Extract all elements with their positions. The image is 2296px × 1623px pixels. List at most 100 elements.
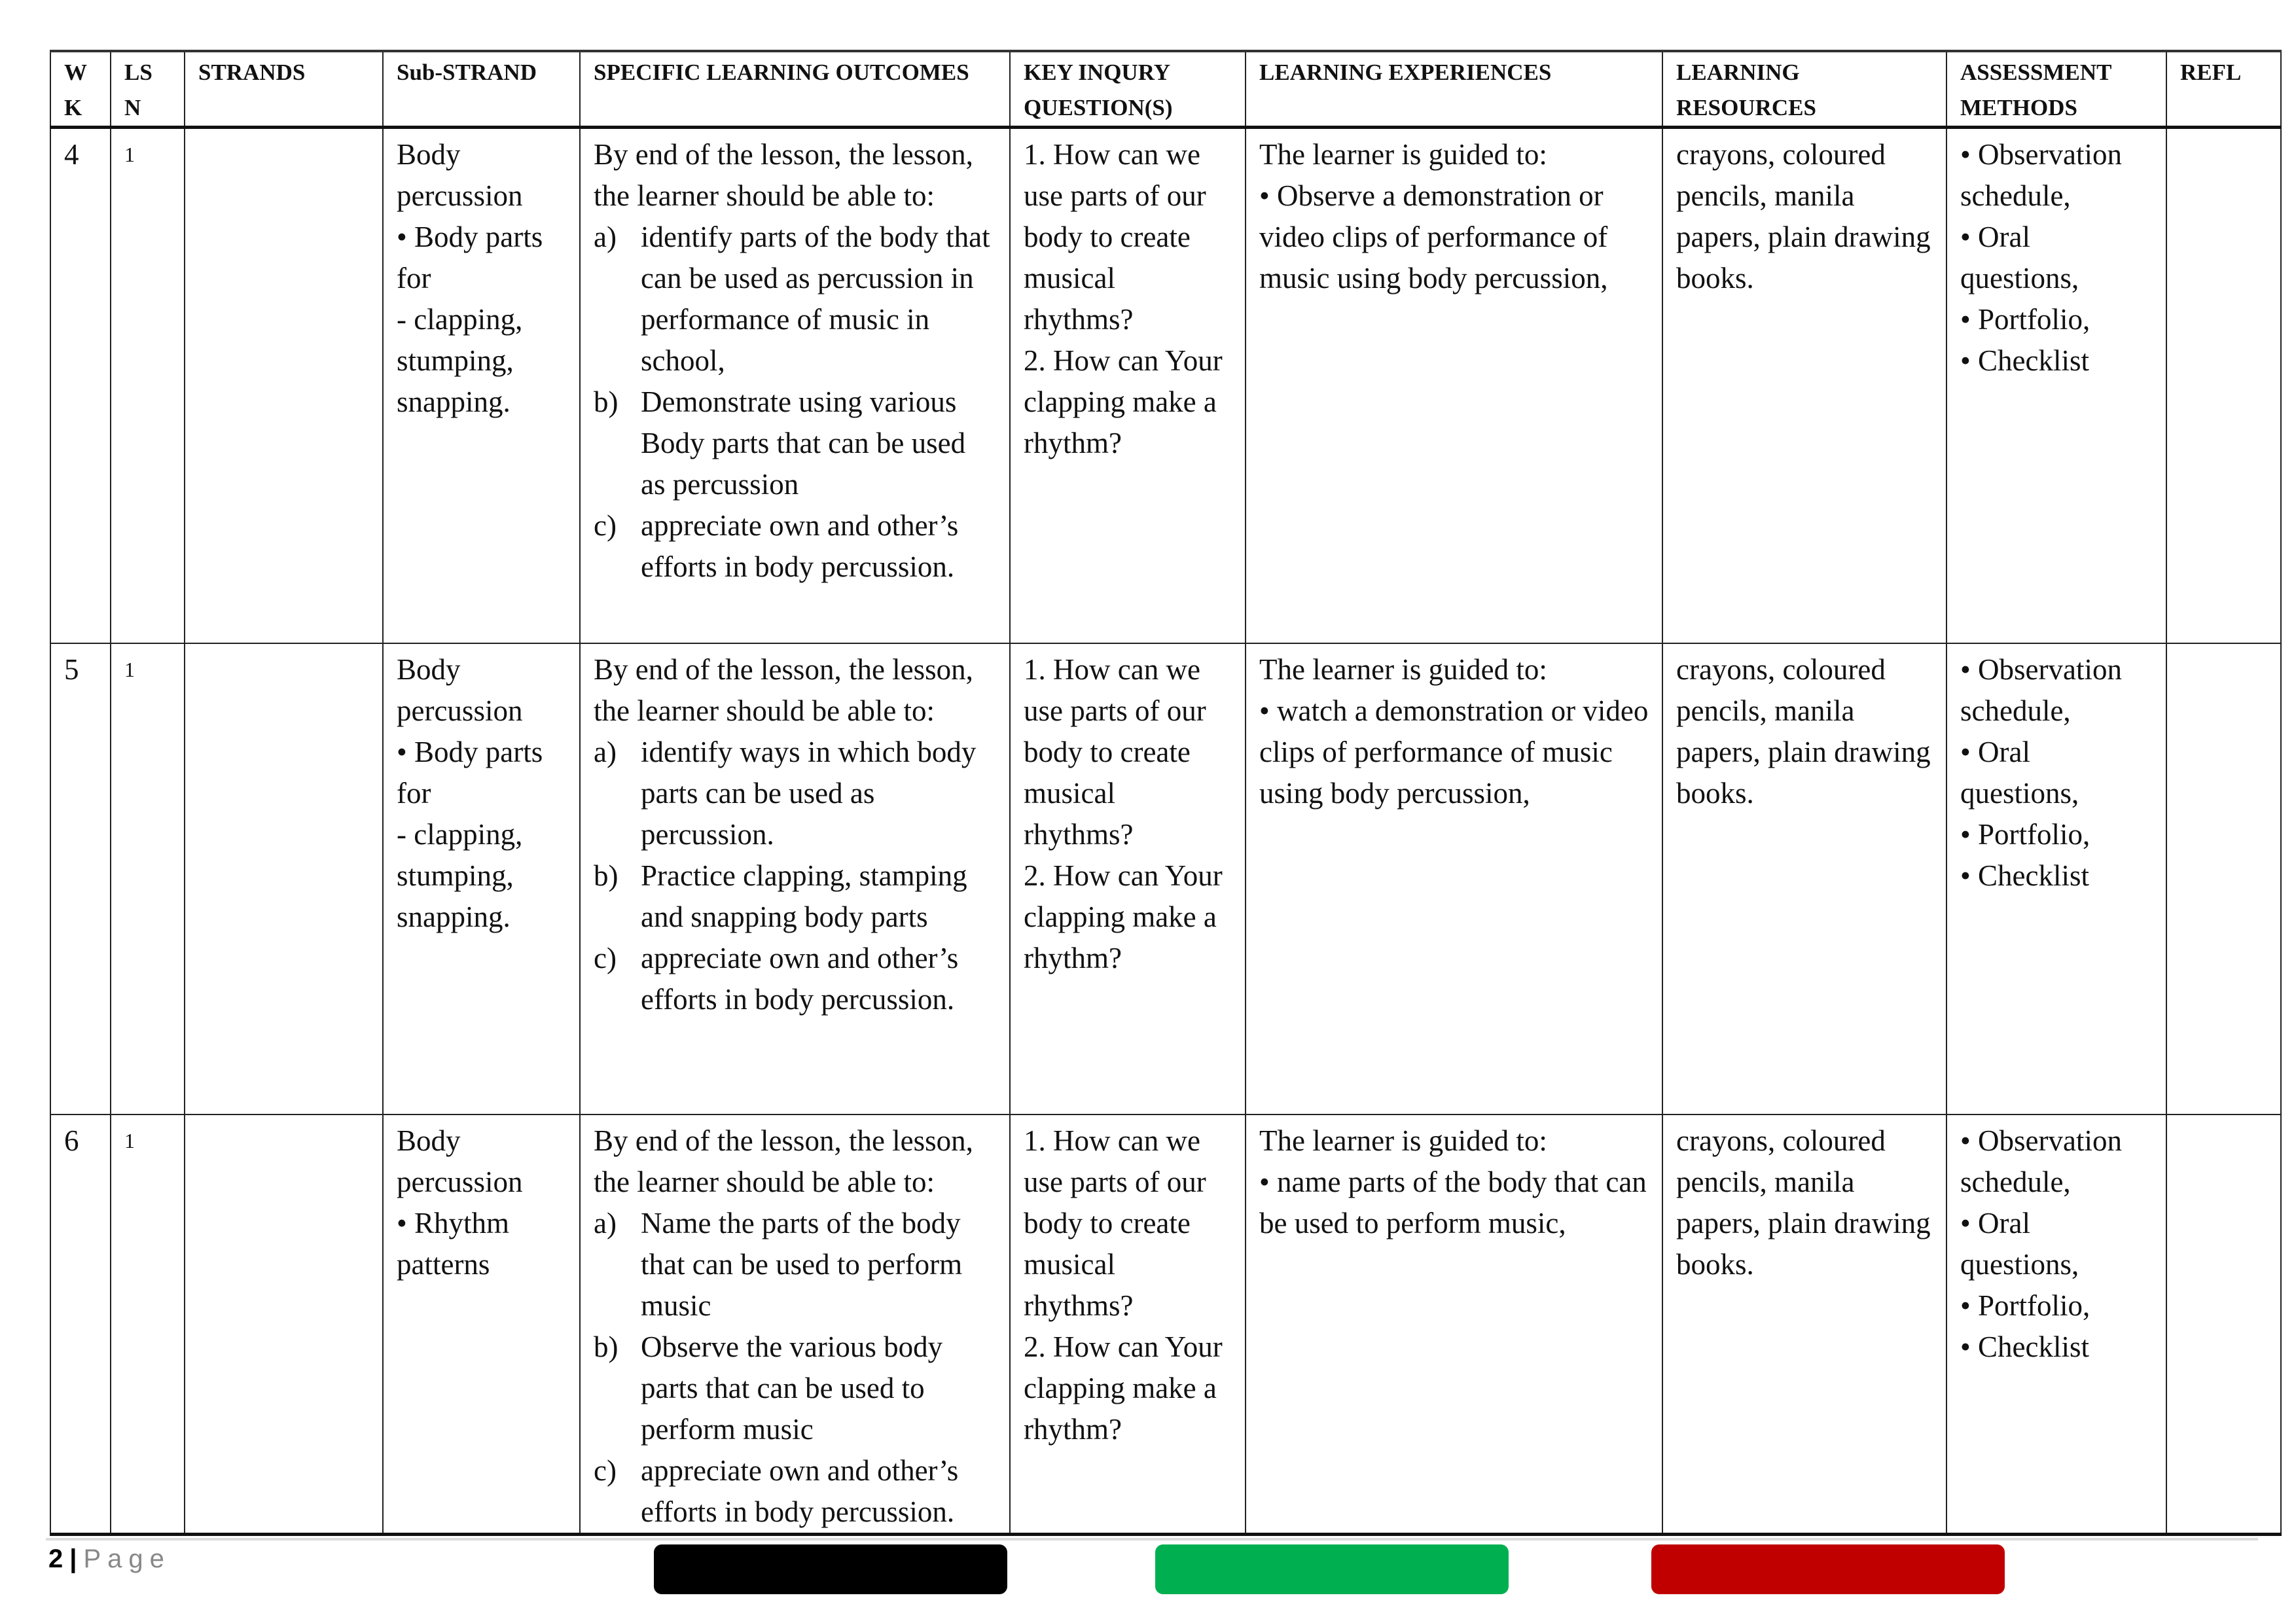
outcome-item: a) identify parts of the body that can be… [594, 217, 996, 382]
assessment-method: • Observation schedule, [1960, 1124, 2122, 1198]
reflection-cell [2166, 126, 2282, 644]
assessment-method: • Checklist [1960, 859, 2089, 892]
outcome-text: Observe the various body parts that can … [641, 1330, 943, 1446]
outcome-item: b) Demonstrate using various Body parts t… [594, 382, 996, 505]
inquiry-questions-cell: 1. How can we use parts of our body to c… [1009, 1113, 1246, 1535]
learning-experiences-cell: The learner is guided to: • name parts of… [1245, 1113, 1663, 1535]
header-learning-resources: LEARNING RESOURCES [1662, 50, 1947, 129]
page-number-value: 2 [48, 1544, 63, 1573]
outcome-item: a) Name the parts of the body that can be… [594, 1203, 996, 1327]
table-row: 4 1 Body percussion • Body parts for - clapp… [50, 126, 2282, 644]
outcome-label: b) [594, 385, 619, 418]
assessment-method: • Oral questions, [1960, 735, 2079, 810]
inquiry-question: 2. How can Your clapping make a rhythm? [1024, 859, 1223, 974]
outcome-label: c) [594, 941, 617, 974]
header-reflection: REFL [2166, 50, 2282, 129]
outcome-label: a) [594, 221, 617, 253]
learning-experience: • watch a demonstration or video clips o… [1259, 694, 1649, 810]
outcome-text: appreciate own and other’s efforts in bo… [641, 941, 959, 1016]
learning-resources-cell: crayons, coloured pencils, manila papers… [1662, 126, 1947, 644]
sub-strand-cell: Body percussion • Body parts for - clappin… [382, 126, 581, 644]
sub-strand-cell: Body percussion • Body parts for - clappin… [382, 642, 581, 1115]
outcome-text: identify ways in which body parts can be… [641, 735, 977, 851]
footer-divider [46, 1538, 2258, 1541]
outcome-text: appreciate own and other’s efforts in bo… [641, 1454, 959, 1528]
sub-strand-cell: Body percussion • Rhythm patterns [382, 1113, 581, 1535]
outcome-label: c) [594, 1454, 617, 1487]
sub-strand-line: • Body parts for [397, 735, 543, 810]
assessment-methods-cell: • Observation schedule, • Oral questions,… [1946, 1113, 2167, 1535]
inquiry-question: 2. How can Your clapping make a rhythm? [1024, 344, 1223, 459]
inquiry-questions-cell: 1. How can we use parts of our body to c… [1009, 126, 1246, 644]
week-cell: 6 [50, 1113, 111, 1535]
learning-experiences-cell: The learner is guided to: • Observe a dem… [1245, 126, 1663, 644]
outcome-label: a) [594, 735, 617, 768]
learning-experience: The learner is guided to: [1259, 652, 1547, 686]
sub-strand-line: • Body parts for [397, 221, 543, 294]
outcome-text: Practice clapping, stamping and snapping… [641, 859, 967, 933]
strand-cell [184, 126, 384, 644]
inquiry-question: 1. How can we use parts of our body to c… [1024, 1124, 1206, 1322]
outcome-text: identify parts of the body that can be u… [641, 221, 990, 377]
learning-resources-cell: crayons, coloured pencils, manila papers… [1662, 1113, 1947, 1535]
header-lsn: LS N [110, 50, 185, 129]
outcome-label: c) [594, 509, 617, 542]
table-row: 5 1 Body percussion • Body parts for - clapp… [50, 642, 2282, 1115]
outcomes-intro: By end of the lesson, the lesson, the le… [594, 1124, 973, 1198]
learning-experience: • Observe a demonstration or video clips… [1259, 179, 1608, 294]
learning-experience: • name parts of the body that can be use… [1259, 1165, 1647, 1240]
week-cell: 5 [50, 642, 111, 1115]
outcomes-intro: By end of the lesson, the lesson, the le… [594, 652, 973, 727]
assessment-method: • Checklist [1960, 1330, 2089, 1363]
assessment-method: • Portfolio, [1960, 303, 2090, 336]
lesson-cell: 1 [110, 1113, 185, 1535]
learning-experience: The learner is guided to: [1259, 1124, 1547, 1157]
assessment-method: • Portfolio, [1960, 817, 2090, 851]
reflection-cell [2166, 1113, 2282, 1535]
outcome-item: c) appreciate own and other’s efforts in … [594, 938, 996, 1020]
header-strands: STRANDS [184, 50, 384, 129]
outcome-text: Name the parts of the body that can be u… [641, 1206, 963, 1322]
header-specific-learning-outcomes: SPECIFIC LEARNING OUTCOMES [579, 50, 1011, 129]
header-assessment-methods: ASSESSMENT METHODS [1946, 50, 2167, 129]
assessment-method: • Oral questions, [1960, 221, 2079, 294]
assessment-method: • Checklist [1960, 344, 2089, 377]
assessment-method: • Observation schedule, [1960, 652, 2122, 727]
outcome-item: b) Practice clapping, stamping and snappi… [594, 855, 996, 938]
assessment-method: • Oral questions, [1960, 1206, 2079, 1281]
reflection-cell [2166, 642, 2282, 1115]
flag-stripe-black [654, 1544, 1007, 1594]
lesson-cell: 1 [110, 126, 185, 644]
sub-strand-line: Body percussion [397, 1124, 523, 1198]
page-number: 2 | Page [48, 1544, 171, 1574]
scheme-of-work-table: W K LS N STRANDS Sub-STRAND SPECIFIC LEARNIN… [50, 50, 2282, 1536]
strand-cell [184, 642, 384, 1115]
assessment-methods-cell: • Observation schedule, • Oral questions,… [1946, 126, 2167, 644]
outcome-item: a) identify ways in which body parts can … [594, 732, 996, 855]
flag-stripe-red [1651, 1544, 2005, 1594]
header-learning-experiences: LEARNING EXPERIENCES [1245, 50, 1663, 129]
header-sub-strand: Sub-STRAND [382, 50, 581, 129]
inquiry-question: 1. How can we use parts of our body to c… [1024, 138, 1206, 336]
assessment-method: • Observation schedule, [1960, 138, 2122, 212]
inquiry-question: 2. How can Your clapping make a rhythm? [1024, 1330, 1223, 1446]
lesson-cell: 1 [110, 642, 185, 1115]
sub-strand-line: - clapping, stumping, snapping. [397, 817, 523, 933]
sub-strand-line: Body percussion [397, 652, 523, 727]
learning-outcomes-cell: By end of the lesson, the lesson, the le… [579, 126, 1011, 644]
outcome-item: c) appreciate own and other’s efforts in … [594, 1450, 996, 1533]
sub-strand-line: • Rhythm patterns [397, 1206, 510, 1281]
learning-experiences-cell: The learner is guided to: • watch a demon… [1245, 642, 1663, 1115]
outcome-label: a) [594, 1206, 617, 1240]
sub-strand-line: - clapping, stumping, snapping. [397, 303, 523, 418]
outcomes-intro: By end of the lesson, the lesson, the le… [594, 138, 973, 212]
learning-outcomes-cell: By end of the lesson, the lesson, the le… [579, 642, 1011, 1115]
outcome-text: Demonstrate using various Body parts tha… [641, 385, 966, 501]
outcome-label: b) [594, 859, 619, 892]
week-cell: 4 [50, 126, 111, 644]
assessment-method: • Portfolio, [1960, 1289, 2090, 1322]
outcome-label: b) [594, 1330, 619, 1363]
learning-resources-cell: crayons, coloured pencils, manila papers… [1662, 642, 1947, 1115]
inquiry-questions-cell: 1. How can we use parts of our body to c… [1009, 642, 1246, 1115]
outcome-text: appreciate own and other’s efforts in bo… [641, 509, 959, 583]
